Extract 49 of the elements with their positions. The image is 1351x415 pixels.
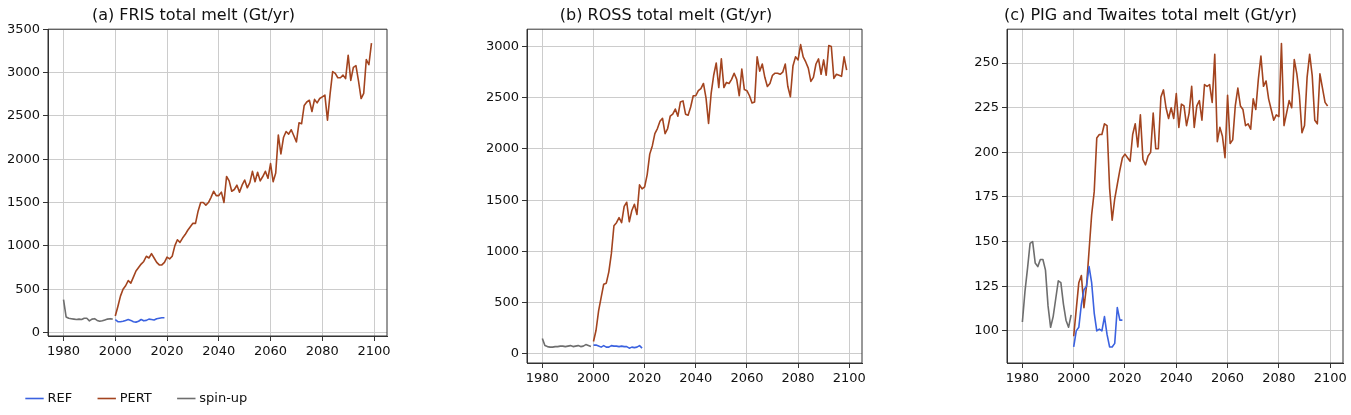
x-tick-label: 2080 (305, 343, 339, 359)
y-tick-label: 200 (974, 143, 999, 159)
x-tick-label: 2060 (1211, 370, 1245, 386)
x-tick-label: 2000 (98, 343, 132, 359)
y-tick-label: 225 (974, 99, 999, 115)
x-tick-label: 2020 (1108, 370, 1142, 386)
x-tick-label: 1980 (1005, 370, 1039, 386)
y-tick-label: 0 (510, 345, 519, 361)
chart-title: (b) ROSS total melt (Gt/yr) (559, 4, 773, 24)
x-tick-label: 2020 (150, 343, 184, 359)
x-tick-label: 1980 (46, 343, 81, 359)
x-tick-label: 1980 (525, 370, 559, 386)
x-tick-label: 2080 (781, 370, 815, 386)
x-tick-label: 2000 (1057, 370, 1091, 386)
x-tick-label: 2000 (576, 370, 611, 386)
y-tick-label: 100 (974, 322, 999, 338)
y-tick-label: 3500 (6, 20, 40, 36)
x-tick-label: 2040 (202, 343, 236, 359)
y-tick-label: 500 (494, 293, 519, 309)
y-tick-label: 2000 (485, 140, 519, 156)
y-tick-label: 3000 (485, 37, 519, 53)
y-tick-label: 250 (974, 54, 999, 70)
x-tick-label: 2060 (254, 343, 288, 359)
x-tick-label: 2100 (1313, 370, 1347, 386)
x-tick-label: 2100 (832, 370, 866, 386)
x-tick-label: 2020 (628, 370, 662, 386)
y-tick-label: 1000 (6, 237, 40, 253)
y-tick-label: 0 (31, 323, 40, 339)
x-tick-label: 2040 (679, 370, 713, 386)
y-tick-label: 1500 (6, 193, 40, 209)
y-tick-label: 2000 (6, 150, 40, 166)
legend-label: REF (47, 389, 73, 405)
x-tick-label: 2060 (730, 370, 764, 386)
y-tick-label: 2500 (485, 89, 519, 105)
legend-label: spin-up (199, 389, 248, 405)
x-tick-label: 2100 (357, 343, 391, 359)
legend-label: PERT (119, 389, 152, 405)
y-tick-label: 175 (974, 188, 999, 204)
y-tick-label: 150 (974, 232, 999, 248)
y-tick-label: 125 (974, 277, 999, 293)
y-tick-label: 1500 (485, 191, 519, 207)
x-tick-label: 2080 (1262, 370, 1296, 386)
y-tick-label: 3000 (6, 63, 40, 79)
chart-title: (c) PIG and Twaites total melt (Gt/yr) (1004, 4, 1297, 24)
y-tick-label: 2500 (6, 107, 40, 123)
y-tick-label: 500 (15, 280, 40, 296)
chart-title: (a) FRIS total melt (Gt/yr) (91, 4, 296, 24)
y-tick-label: 1000 (485, 242, 519, 258)
x-tick-label: 2040 (1159, 370, 1193, 386)
